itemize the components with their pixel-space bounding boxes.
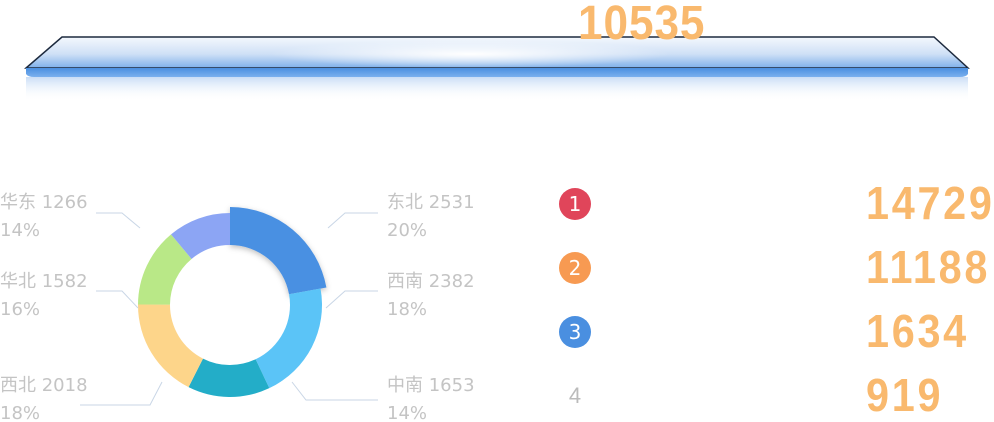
slice-percent: 18% [387, 299, 427, 320]
rank-badge: 4 [568, 383, 582, 408]
slice-label: 华北 1582 [0, 271, 88, 292]
rank-value: 14729 [866, 177, 994, 229]
slice-label: 东北 2531 [387, 192, 475, 213]
leader-line [291, 381, 378, 401]
slice-percent: 18% [0, 403, 40, 422]
leader-line [80, 381, 163, 406]
slice-label: 中南 1653 [387, 375, 475, 396]
donut-slice[interactable] [255, 288, 322, 389]
leader-line [327, 212, 378, 229]
slice-percent: 16% [0, 299, 40, 320]
leader-line [96, 212, 141, 229]
rank-badge: 1 [559, 188, 591, 220]
leader-line [325, 290, 378, 309]
rank-value: 11188 [866, 241, 991, 293]
donut-chart: 东北 2531 20% 西南 2382 18% 中南 1653 14% 西北 2018 18%… [0, 192, 475, 422]
slice-percent: 14% [0, 220, 40, 241]
rank-value: 1634 [866, 305, 969, 357]
donut-slice[interactable] [138, 234, 192, 305]
donut-slice[interactable] [230, 207, 327, 295]
rank-value: 919 [866, 369, 944, 421]
slice-label: 西北 2018 [0, 375, 88, 396]
rank-badge: 3 [559, 316, 591, 348]
rank-badge: 2 [559, 252, 591, 284]
total-count: 10535 [578, 0, 706, 50]
slice-label: 西南 2382 [387, 271, 475, 292]
banner-shine [270, 40, 670, 68]
slice-percent: 14% [387, 403, 427, 422]
donut-slice[interactable] [188, 358, 270, 397]
donut-slice[interactable] [171, 213, 230, 259]
slice-percent: 20% [387, 220, 427, 241]
slice-label: 华东 1266 [0, 192, 88, 213]
banner-reflection [26, 77, 968, 101]
banner-front-face [26, 68, 968, 77]
leader-line [96, 290, 139, 309]
donut-slice[interactable] [138, 304, 203, 388]
donut-hole [170, 245, 290, 365]
header-banner [23, 36, 970, 101]
